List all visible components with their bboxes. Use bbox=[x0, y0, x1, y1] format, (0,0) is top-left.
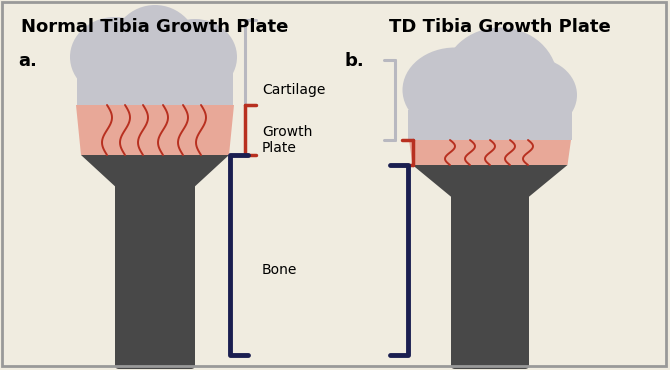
Ellipse shape bbox=[442, 27, 557, 132]
Text: Cartilage: Cartilage bbox=[262, 83, 326, 97]
Text: Normal Tibia Growth Plate: Normal Tibia Growth Plate bbox=[21, 18, 289, 36]
Text: Bone: Bone bbox=[262, 263, 297, 277]
FancyBboxPatch shape bbox=[115, 181, 195, 369]
Ellipse shape bbox=[403, 47, 507, 132]
Ellipse shape bbox=[111, 5, 199, 95]
Polygon shape bbox=[81, 155, 229, 190]
Text: b.: b. bbox=[345, 52, 364, 70]
FancyBboxPatch shape bbox=[77, 70, 233, 105]
Text: Growth
Plate: Growth Plate bbox=[262, 125, 312, 155]
Ellipse shape bbox=[487, 57, 577, 132]
Polygon shape bbox=[409, 140, 571, 165]
Polygon shape bbox=[413, 165, 567, 200]
Polygon shape bbox=[76, 105, 234, 155]
Text: TD Tibia Growth Plate: TD Tibia Growth Plate bbox=[389, 18, 611, 36]
Ellipse shape bbox=[153, 19, 237, 95]
Ellipse shape bbox=[70, 17, 160, 97]
FancyBboxPatch shape bbox=[408, 110, 572, 140]
Text: a.: a. bbox=[18, 52, 37, 70]
FancyBboxPatch shape bbox=[451, 191, 529, 369]
